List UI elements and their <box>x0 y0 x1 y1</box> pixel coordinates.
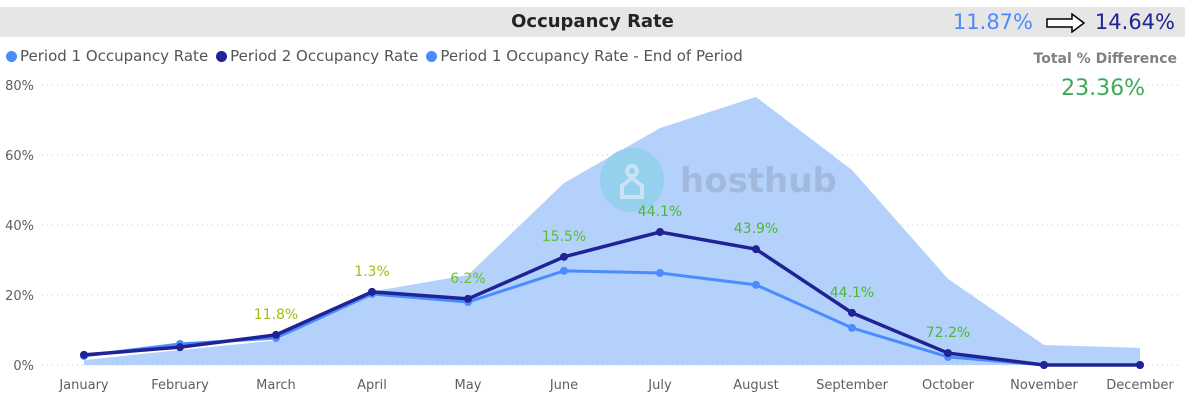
y-tick-label: 0% <box>13 359 34 374</box>
data-point <box>560 266 568 275</box>
data-point <box>1136 361 1144 369</box>
x-tick-label: June <box>549 378 578 393</box>
title-bar: Occupancy Rate 11.87% 14.64% <box>0 7 1185 37</box>
house-icon <box>625 164 639 178</box>
x-tick-label: April <box>357 378 387 393</box>
legend-dot-icon <box>216 50 228 62</box>
x-tick-label: July <box>647 378 672 393</box>
x-tick-label: December <box>1106 378 1174 393</box>
data-point <box>464 294 472 303</box>
x-tick-label: October <box>922 378 975 393</box>
watermark-text: hosthub <box>680 161 837 201</box>
data-point <box>560 252 568 261</box>
x-tick-label: September <box>816 378 889 393</box>
data-label: 72.2% <box>926 325 970 341</box>
x-tick-label: January <box>58 378 109 393</box>
legend: Period 1 Occupancy Rate Period 2 Occupan… <box>6 47 743 65</box>
y-tick-label: 80% <box>5 79 34 94</box>
data-point <box>848 308 856 317</box>
data-point <box>656 228 664 236</box>
total-difference-value: 23.36% <box>1061 76 1145 101</box>
legend-label: Period 1 Occupancy Rate - End of Period <box>440 47 743 65</box>
right-arrow-icon <box>1046 13 1086 33</box>
house-icon <box>620 175 644 199</box>
x-tick-label: February <box>151 378 209 393</box>
x-tick-label: November <box>1010 378 1078 393</box>
legend-dot-icon <box>6 50 17 62</box>
legend-dot-icon <box>426 50 438 62</box>
data-point <box>656 268 664 277</box>
legend-item[interactable]: Period 1 Occupancy Rate <box>6 47 208 65</box>
data-point <box>368 287 376 296</box>
legend-item[interactable]: Period 1 Occupancy Rate - End of Period <box>426 47 743 65</box>
legend-label: Period 1 Occupancy Rate <box>20 47 209 65</box>
y-tick-label: 20% <box>5 289 34 304</box>
data-point <box>80 350 88 359</box>
chart-title: Occupancy Rate <box>511 11 674 32</box>
data-point <box>752 245 760 254</box>
data-point <box>176 343 184 352</box>
data-label: 1.3% <box>354 264 390 280</box>
period2-value: 14.64% <box>1094 10 1175 34</box>
data-label: 15.5% <box>542 229 586 245</box>
y-tick-label: 40% <box>5 219 34 234</box>
data-label: 43.9% <box>734 221 778 237</box>
data-point <box>944 349 952 358</box>
data-label: 44.1% <box>830 285 874 301</box>
y-tick-label: 60% <box>5 149 34 164</box>
area-series <box>84 96 1140 366</box>
x-tick-label: March <box>256 378 296 393</box>
x-tick-label: August <box>733 378 779 393</box>
period1-value: 11.87% <box>952 10 1033 34</box>
data-label: 11.8% <box>254 307 298 323</box>
data-label: 44.1% <box>638 204 682 220</box>
data-point <box>272 330 280 339</box>
total-difference-label: Total % Difference <box>1033 51 1177 67</box>
data-point <box>752 280 760 289</box>
line-series <box>83 230 1140 367</box>
data-point <box>1040 361 1048 369</box>
legend-label: Period 2 Occupancy Rate <box>230 47 419 65</box>
line-series <box>83 269 1140 367</box>
x-tick-label: May <box>455 378 482 393</box>
legend-item[interactable]: Period 2 Occupancy Rate <box>216 47 418 65</box>
data-label: 6.2% <box>450 271 486 287</box>
data-point <box>848 323 856 332</box>
